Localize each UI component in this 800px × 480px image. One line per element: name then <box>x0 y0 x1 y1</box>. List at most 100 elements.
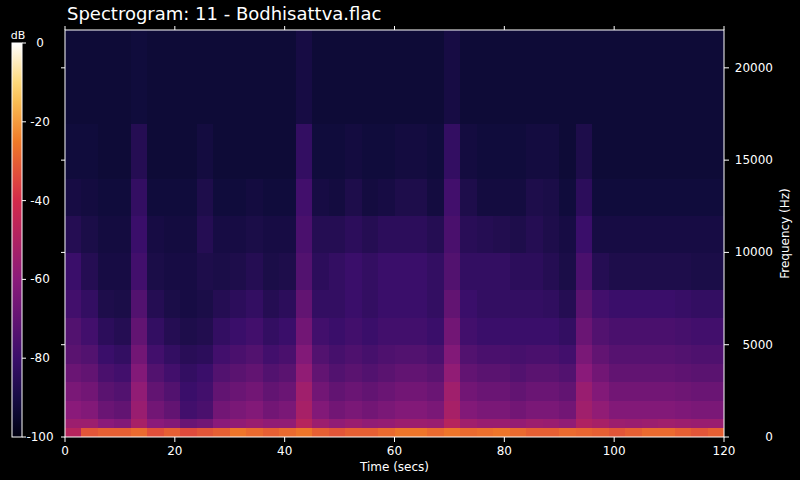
cell <box>98 419 115 429</box>
cell <box>477 30 494 124</box>
cell <box>98 345 115 364</box>
cell <box>559 345 576 364</box>
cell <box>559 317 576 345</box>
plot-frame <box>65 30 724 437</box>
cell <box>246 363 263 382</box>
cell <box>213 400 230 419</box>
cell <box>493 400 510 419</box>
cell <box>263 289 280 317</box>
cell <box>526 317 543 345</box>
cell <box>279 216 296 253</box>
cell <box>81 428 98 437</box>
cell <box>526 363 543 382</box>
cell <box>329 123 346 179</box>
cell <box>493 216 510 253</box>
cell <box>114 419 131 429</box>
cell <box>98 252 115 289</box>
cell <box>675 289 692 317</box>
cell <box>81 216 98 253</box>
cell <box>362 30 379 124</box>
cell <box>427 363 444 382</box>
cell <box>65 179 82 216</box>
cell <box>675 428 692 437</box>
cell <box>477 123 494 179</box>
colorbar-tick <box>22 43 26 44</box>
cell <box>675 30 692 124</box>
cell <box>197 216 214 253</box>
cell <box>180 123 197 179</box>
cell <box>625 317 642 345</box>
x-tick-label: 0 <box>61 444 69 458</box>
cell <box>543 216 560 253</box>
cell <box>98 400 115 419</box>
cell <box>230 123 247 179</box>
cell <box>576 382 593 401</box>
cell <box>279 30 296 124</box>
cell <box>114 179 131 216</box>
cell <box>427 252 444 289</box>
cell <box>477 179 494 216</box>
cell <box>675 382 692 401</box>
cell <box>329 317 346 345</box>
cell <box>592 363 609 382</box>
x-label: Time (secs) <box>359 460 429 474</box>
cell <box>345 317 362 345</box>
cell <box>460 179 477 216</box>
y-tick <box>724 67 729 68</box>
cell <box>609 317 626 345</box>
cell <box>296 400 313 419</box>
cell <box>263 382 280 401</box>
cell <box>230 400 247 419</box>
cell <box>444 123 461 179</box>
cell <box>460 30 477 124</box>
cell <box>378 428 395 437</box>
cell <box>197 317 214 345</box>
cell <box>543 400 560 419</box>
cell <box>592 345 609 364</box>
cell <box>592 419 609 429</box>
cell <box>312 419 329 429</box>
cell <box>81 363 98 382</box>
cell <box>526 252 543 289</box>
cell <box>395 363 412 382</box>
x-tick <box>614 437 615 442</box>
cell <box>658 363 675 382</box>
cell <box>65 252 82 289</box>
colorbar <box>12 43 22 437</box>
cell <box>279 428 296 437</box>
cell <box>543 419 560 429</box>
cell <box>559 216 576 253</box>
cell <box>296 252 313 289</box>
cell <box>526 30 543 124</box>
cell <box>559 400 576 419</box>
cell <box>427 428 444 437</box>
cell <box>362 419 379 429</box>
cell <box>329 345 346 364</box>
cell <box>230 252 247 289</box>
cell <box>576 30 593 124</box>
cell <box>477 216 494 253</box>
cell <box>362 252 379 289</box>
cell <box>510 179 527 216</box>
cell <box>98 317 115 345</box>
cell <box>427 179 444 216</box>
cell <box>164 252 181 289</box>
cell <box>65 345 82 364</box>
cell <box>362 289 379 317</box>
cell <box>131 317 148 345</box>
cell <box>279 400 296 419</box>
cell <box>444 382 461 401</box>
cell <box>675 419 692 429</box>
cell <box>147 419 164 429</box>
title: Spectrogram: 11 - Bodhisattva.flac <box>67 3 381 24</box>
cell <box>81 30 98 124</box>
y-tick <box>724 160 729 161</box>
x-tick-label: 100 <box>603 444 626 458</box>
cell <box>98 123 115 179</box>
cell <box>147 216 164 253</box>
cell <box>493 252 510 289</box>
cell <box>526 419 543 429</box>
cell <box>625 419 642 429</box>
cell <box>543 382 560 401</box>
cell <box>592 289 609 317</box>
